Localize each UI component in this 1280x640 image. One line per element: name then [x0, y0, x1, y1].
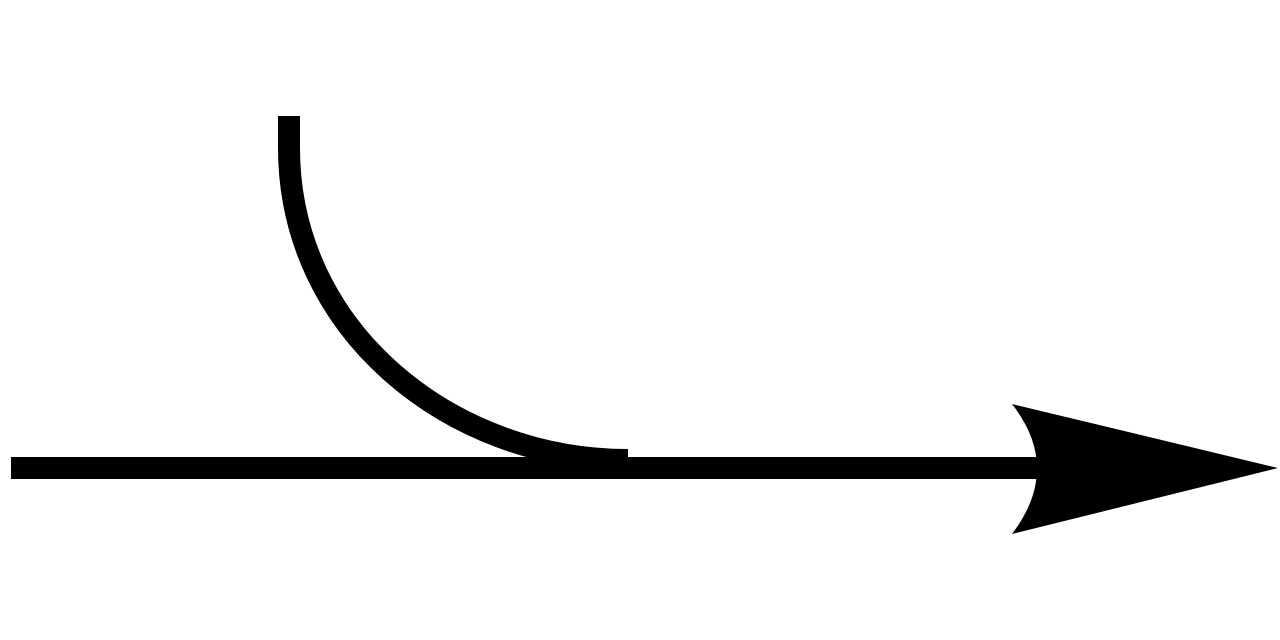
- merging-curve: [278, 116, 629, 471]
- arrowhead-icon: [1012, 404, 1278, 534]
